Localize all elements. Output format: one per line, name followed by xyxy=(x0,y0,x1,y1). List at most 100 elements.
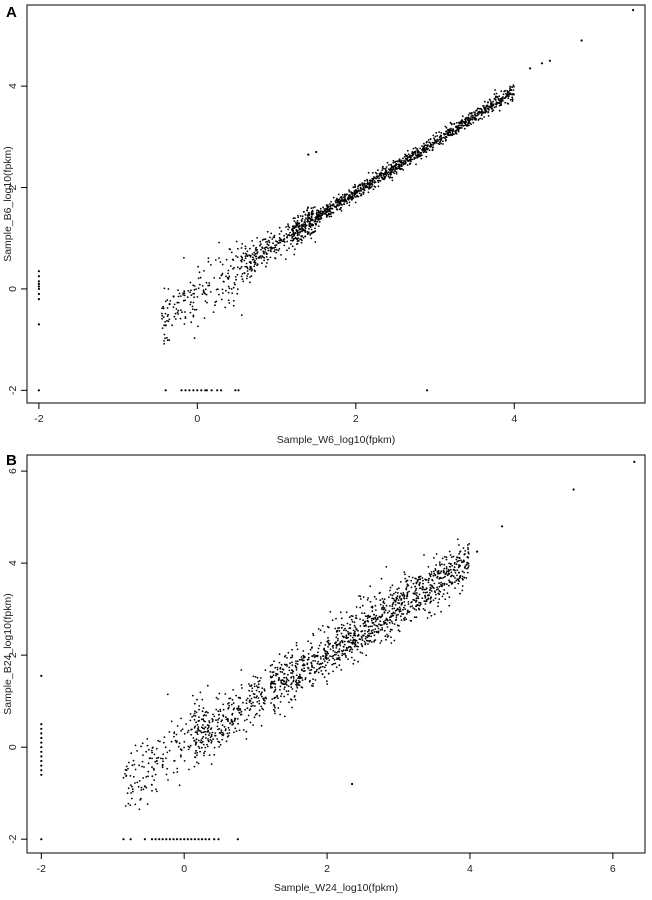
data-point xyxy=(237,722,240,725)
data-point xyxy=(432,570,435,573)
data-point xyxy=(400,604,403,606)
data-point xyxy=(385,566,388,568)
data-point xyxy=(249,281,251,284)
data-point xyxy=(379,620,381,623)
data-point xyxy=(346,193,348,196)
data-point xyxy=(381,613,384,616)
data-point xyxy=(445,567,448,570)
data-point xyxy=(349,194,351,196)
data-point xyxy=(449,565,451,568)
data-point xyxy=(498,95,501,97)
data-point xyxy=(179,295,182,297)
data-point xyxy=(357,189,360,192)
data-point xyxy=(377,630,380,633)
data-point xyxy=(140,745,143,748)
data-point xyxy=(270,687,272,689)
data-point xyxy=(37,389,41,392)
data-point xyxy=(385,617,388,620)
data-point xyxy=(375,175,378,178)
data-point xyxy=(285,690,288,693)
data-point xyxy=(423,600,426,603)
data-point xyxy=(338,202,341,204)
data-point xyxy=(493,93,496,96)
data-point xyxy=(350,195,353,198)
data-point xyxy=(282,668,285,671)
data-point xyxy=(373,623,376,626)
data-point xyxy=(302,654,305,657)
data-point xyxy=(152,746,154,749)
data-point xyxy=(244,257,247,260)
data-point xyxy=(446,592,449,595)
data-point xyxy=(381,628,384,631)
data-point xyxy=(189,291,192,294)
data-point xyxy=(434,569,437,572)
data-point xyxy=(412,153,415,156)
data-point xyxy=(449,568,452,571)
data-point xyxy=(326,683,329,685)
data-point xyxy=(422,587,424,589)
data-point xyxy=(346,640,349,643)
data-point xyxy=(293,226,296,229)
data-point xyxy=(124,773,126,775)
data-point xyxy=(444,573,447,575)
data-point xyxy=(172,295,175,298)
data-point xyxy=(306,663,309,666)
data-point xyxy=(416,603,419,606)
data-point xyxy=(324,656,327,659)
data-point xyxy=(390,620,393,623)
data-point xyxy=(487,101,489,104)
data-point xyxy=(290,669,293,671)
data-point xyxy=(314,219,316,221)
data-point xyxy=(187,290,190,292)
data-point xyxy=(125,769,128,772)
data-point xyxy=(462,120,465,123)
y-tick-label: -2 xyxy=(7,386,19,395)
data-point xyxy=(314,241,317,243)
data-point xyxy=(354,643,357,646)
data-point xyxy=(125,765,128,768)
data-point xyxy=(154,773,157,776)
data-point xyxy=(166,339,169,342)
data-point xyxy=(429,597,432,600)
data-point xyxy=(283,676,285,679)
data-point xyxy=(304,223,307,225)
data-point xyxy=(327,657,329,659)
data-point xyxy=(513,93,515,96)
data-point xyxy=(214,301,217,303)
data-point xyxy=(422,151,425,154)
data-point xyxy=(307,217,310,220)
data-point xyxy=(241,243,244,245)
data-point xyxy=(456,556,458,558)
data-point xyxy=(371,172,374,174)
data-point xyxy=(288,701,290,704)
data-point xyxy=(391,628,393,631)
data-point xyxy=(307,206,309,209)
data-point xyxy=(465,577,468,579)
data-point xyxy=(230,718,233,721)
data-point xyxy=(164,324,167,327)
data-point xyxy=(251,268,254,271)
data-point xyxy=(445,130,448,133)
data-point xyxy=(372,177,375,180)
data-point xyxy=(384,173,387,176)
data-point xyxy=(511,93,513,96)
data-point xyxy=(301,679,304,681)
data-point xyxy=(359,598,362,600)
data-point xyxy=(456,569,459,571)
data-point xyxy=(371,610,374,613)
data-point xyxy=(215,708,218,711)
data-point xyxy=(335,201,337,204)
data-point xyxy=(338,208,341,211)
data-point xyxy=(232,299,235,302)
data-point xyxy=(281,679,284,682)
data-point xyxy=(354,626,357,629)
data-point xyxy=(417,595,419,598)
data-point xyxy=(189,303,192,306)
data-point xyxy=(294,217,296,220)
data-point xyxy=(278,248,281,250)
data-point xyxy=(357,185,359,188)
data-point xyxy=(398,630,401,633)
data-point xyxy=(279,670,282,673)
data-point xyxy=(138,780,141,782)
data-point xyxy=(469,112,472,115)
